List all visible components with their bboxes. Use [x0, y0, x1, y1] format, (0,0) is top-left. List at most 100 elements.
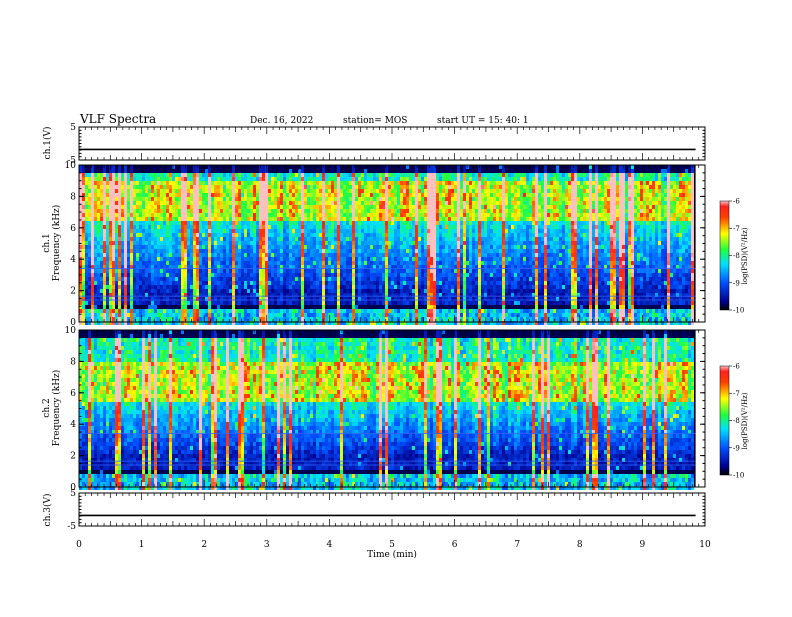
spectrogram-cell	[406, 253, 409, 257]
spectrogram-cell	[316, 169, 319, 173]
spectrogram-cell	[97, 225, 100, 229]
spectrogram-cell	[403, 297, 406, 301]
spectrogram-cell	[286, 277, 289, 281]
spectrogram-cell	[79, 261, 82, 265]
spectrogram-cell	[256, 205, 259, 209]
spectrogram-cell	[448, 297, 451, 301]
spectrogram-cell	[163, 233, 166, 237]
spectrogram-cell	[340, 185, 343, 189]
spectrogram-cell	[136, 213, 139, 217]
spectrogram-cell	[298, 293, 301, 297]
spectrogram-cell	[160, 233, 163, 237]
spectrogram-cell	[154, 301, 157, 305]
spectrogram-cell	[448, 313, 451, 317]
spectrogram-cell	[214, 189, 217, 193]
spectrogram-cell	[265, 285, 268, 289]
spectrogram-cell	[325, 189, 328, 193]
spectrogram-cell	[307, 269, 310, 273]
spectrogram-cell	[196, 257, 199, 261]
spectrogram-cell	[277, 245, 280, 249]
spectrogram-cell	[187, 185, 190, 189]
spectrogram-cell	[172, 265, 175, 269]
spectrogram-cell	[319, 173, 322, 177]
spectrogram-cell	[427, 285, 430, 289]
spectrogram-cell	[346, 217, 349, 221]
spectrogram-cell	[322, 281, 325, 285]
spectrogram-cell	[184, 205, 187, 209]
spectrogram-cell	[310, 245, 313, 249]
spectrogram-cell	[415, 221, 418, 225]
spectrogram-cell	[283, 321, 286, 325]
spectrogram-cell	[94, 297, 97, 301]
spectrogram-cell	[325, 169, 328, 173]
spectrogram-cell	[277, 225, 280, 229]
spectrogram-cell	[232, 165, 235, 169]
spectrogram-cell	[163, 241, 166, 245]
spectrogram-cell	[91, 245, 94, 249]
spectrogram-cell	[121, 217, 124, 221]
spectrogram-cell	[364, 173, 367, 177]
spectrogram-cell	[103, 293, 106, 297]
spectrogram-cell	[226, 301, 229, 305]
spectrogram-cell	[115, 173, 118, 177]
spectrogram-cell	[412, 217, 415, 221]
spectrogram-cell	[139, 221, 142, 225]
spectrogram-cell	[292, 265, 295, 269]
spectrogram-cell	[442, 237, 445, 241]
spectrogram-cell	[301, 165, 304, 169]
spectrogram-cell	[151, 245, 154, 249]
spectrogram-cell	[163, 205, 166, 209]
spectrogram-cell	[94, 209, 97, 213]
spectrogram-cell	[208, 197, 211, 201]
spectrogram-cell	[451, 173, 454, 177]
spectrogram-cell	[340, 261, 343, 265]
spectrogram-cell	[319, 265, 322, 269]
spectrogram-cell	[298, 189, 301, 193]
header-date: Dec. 16, 2022	[250, 116, 313, 126]
spectrogram-cell	[166, 293, 169, 297]
spectrogram-cell	[358, 241, 361, 245]
spectrogram-cell	[154, 293, 157, 297]
spectrogram-cell	[175, 313, 178, 317]
spectrogram-cell	[304, 205, 307, 209]
spectrogram-cell	[295, 281, 298, 285]
spectrogram-cell	[364, 177, 367, 181]
spectrogram-cell	[283, 237, 286, 241]
spectrogram-cell	[235, 321, 238, 325]
spectrogram-cell	[355, 265, 358, 269]
spectrogram-cell	[391, 229, 394, 233]
spectrogram-cell	[238, 269, 241, 273]
spectrogram-cell	[265, 197, 268, 201]
spectrogram-cell	[274, 261, 277, 265]
spectrogram-cell	[97, 237, 100, 241]
spectrogram-cell	[355, 241, 358, 245]
spectrogram-cell	[274, 201, 277, 205]
spectrogram-cell	[124, 309, 127, 313]
spectrogram-cell	[169, 205, 172, 209]
spectrogram-cell	[175, 225, 178, 229]
spectrogram-cell	[316, 241, 319, 245]
spectrogram-cell	[370, 313, 373, 317]
spectrogram-cell	[220, 169, 223, 173]
spectrogram-cell	[448, 169, 451, 173]
spectrogram-cell	[304, 225, 307, 229]
spectrogram-cell	[109, 257, 112, 261]
spectrogram-cell	[163, 193, 166, 197]
spectrogram-cell	[250, 181, 253, 185]
spectrogram-cell	[436, 309, 439, 313]
spectrogram-cell	[253, 269, 256, 273]
spectrogram-cell	[181, 253, 184, 257]
spectrogram-cell	[409, 197, 412, 201]
spectrogram-cell	[169, 245, 172, 249]
spectrogram-cell	[238, 265, 241, 269]
spectrogram-cell	[397, 297, 400, 301]
spectrogram-cell	[358, 261, 361, 265]
spectrogram-cell	[424, 245, 427, 249]
spectrogram-cell	[415, 213, 418, 217]
spectrogram-cell	[328, 189, 331, 193]
spectrogram-cell	[193, 217, 196, 221]
spectrogram-cell	[283, 253, 286, 257]
spectrogram-cell	[268, 281, 271, 285]
spectrogram-cell	[358, 217, 361, 221]
spectrogram-cell	[163, 305, 166, 309]
